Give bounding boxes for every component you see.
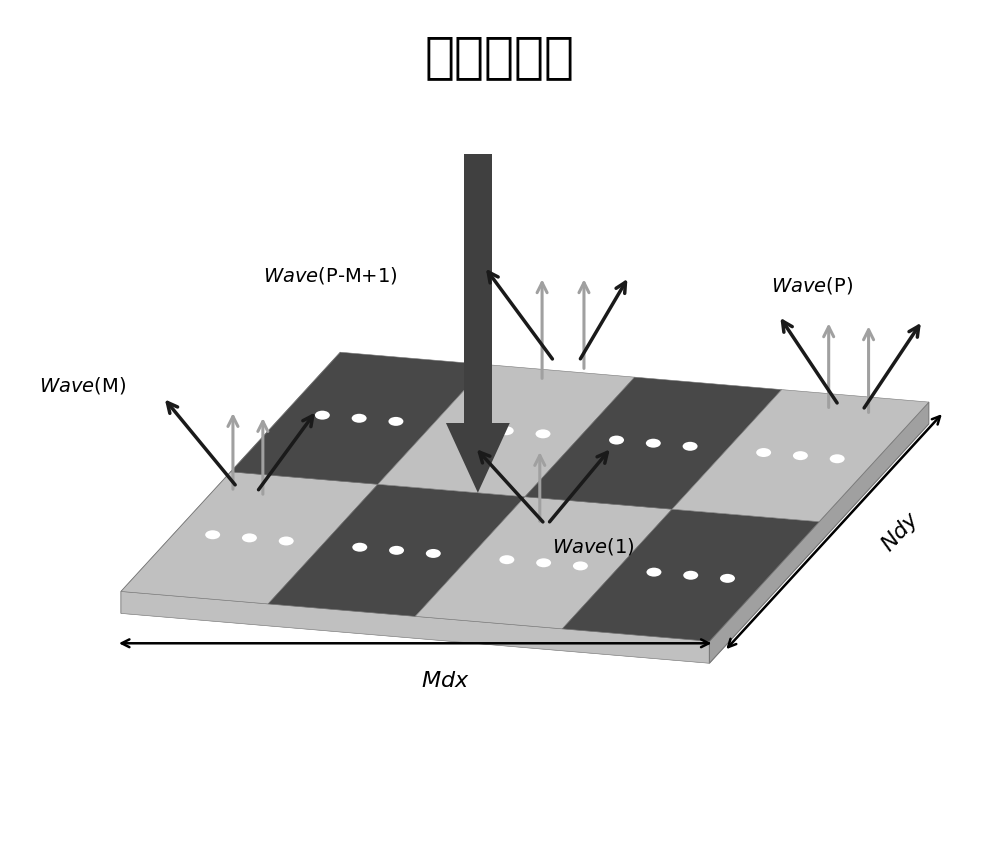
Ellipse shape bbox=[830, 454, 845, 463]
Ellipse shape bbox=[315, 411, 330, 419]
Polygon shape bbox=[709, 402, 929, 663]
Ellipse shape bbox=[462, 424, 477, 432]
Polygon shape bbox=[121, 374, 929, 663]
Ellipse shape bbox=[720, 574, 735, 583]
Ellipse shape bbox=[352, 414, 367, 423]
Ellipse shape bbox=[242, 534, 257, 542]
Ellipse shape bbox=[279, 536, 294, 545]
Text: M$dx$: M$dx$ bbox=[421, 671, 469, 691]
Ellipse shape bbox=[793, 451, 808, 460]
Polygon shape bbox=[121, 472, 378, 604]
Text: N$dy$: N$dy$ bbox=[876, 507, 925, 556]
Text: $\mathit{Wave}$(P-M+1): $\mathit{Wave}$(P-M+1) bbox=[263, 265, 397, 286]
Polygon shape bbox=[446, 423, 510, 493]
Ellipse shape bbox=[499, 555, 514, 564]
Polygon shape bbox=[121, 591, 709, 663]
Polygon shape bbox=[672, 390, 929, 522]
Ellipse shape bbox=[756, 448, 771, 457]
Polygon shape bbox=[525, 377, 782, 509]
Polygon shape bbox=[464, 154, 492, 428]
Polygon shape bbox=[268, 484, 525, 617]
Text: $\mathit{Wave}$(P): $\mathit{Wave}$(P) bbox=[771, 275, 853, 296]
Ellipse shape bbox=[683, 442, 698, 451]
Ellipse shape bbox=[426, 549, 441, 558]
Ellipse shape bbox=[573, 562, 588, 570]
Ellipse shape bbox=[499, 426, 514, 435]
Ellipse shape bbox=[388, 417, 403, 426]
Text: $\mathit{Wave}$(M): $\mathit{Wave}$(M) bbox=[39, 374, 126, 396]
Polygon shape bbox=[231, 352, 488, 484]
Ellipse shape bbox=[646, 567, 661, 577]
Text: 入射电磁波: 入射电磁波 bbox=[425, 33, 575, 81]
Polygon shape bbox=[562, 509, 819, 641]
Ellipse shape bbox=[646, 439, 661, 448]
Ellipse shape bbox=[536, 429, 550, 439]
Polygon shape bbox=[121, 352, 340, 613]
Ellipse shape bbox=[609, 435, 624, 445]
Ellipse shape bbox=[205, 530, 220, 540]
Ellipse shape bbox=[536, 558, 551, 567]
Ellipse shape bbox=[352, 543, 367, 551]
Polygon shape bbox=[378, 365, 635, 496]
Text: $\mathit{Wave}$(1): $\mathit{Wave}$(1) bbox=[552, 536, 635, 557]
Ellipse shape bbox=[683, 571, 698, 579]
Ellipse shape bbox=[389, 545, 404, 555]
Polygon shape bbox=[415, 496, 672, 628]
